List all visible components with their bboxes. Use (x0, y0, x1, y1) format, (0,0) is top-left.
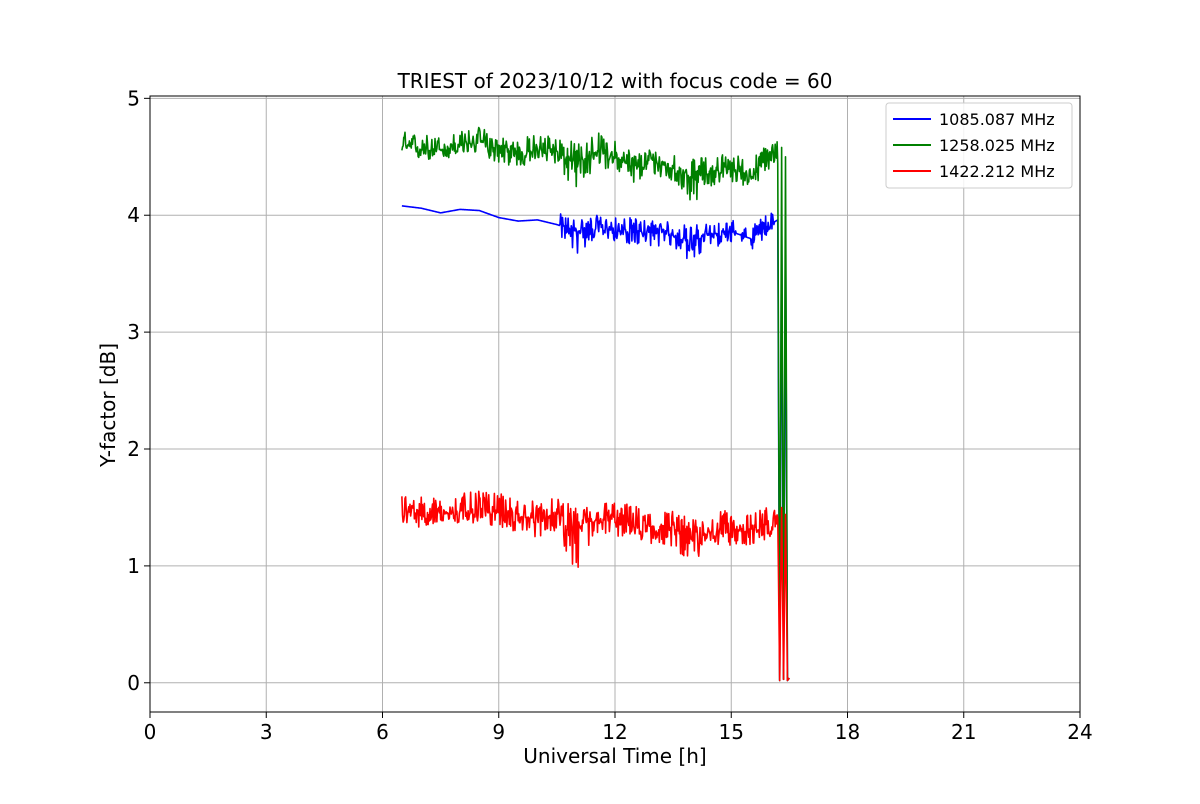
y-tick-label: 1 (127, 554, 140, 578)
y-tick-label: 3 (127, 320, 140, 344)
y-axis-label: Y-factor [dB] (96, 343, 120, 468)
y-tick-label: 0 (127, 671, 140, 695)
x-tick-label: 24 (1067, 720, 1092, 744)
series-line (401, 490, 790, 682)
x-tick-label: 15 (719, 720, 744, 744)
x-tick-label: 0 (144, 720, 157, 744)
y-tick-label: 5 (127, 86, 140, 110)
legend-box (885, 102, 1073, 189)
series-lines (401, 126, 790, 682)
legend-label-1085: 1085.087 MHz (939, 110, 1055, 129)
y-tick-label: 4 (127, 203, 140, 227)
series-line (401, 126, 790, 682)
legend-label-1422: 1422.212 MHz (939, 162, 1055, 181)
series-line (401, 205, 790, 682)
x-tick-label: 21 (951, 720, 976, 744)
series-1258-025-mhz (401, 126, 790, 682)
y-axis-ticks: 0 1 2 3 4 5 (127, 86, 150, 695)
x-tick-label: 12 (602, 720, 627, 744)
x-tick-label: 9 (492, 720, 505, 744)
x-tick-label: 18 (835, 720, 860, 744)
x-tick-label: 3 (260, 720, 273, 744)
series-1085-087-mhz (401, 205, 790, 682)
legend-label-1258: 1258.025 MHz (939, 136, 1055, 155)
legend: 1085.087 MHz 1258.025 MHz 1422.212 MHz (885, 102, 1073, 189)
x-axis-ticks: 0 3 6 9 12 15 18 21 24 (144, 712, 1093, 744)
x-axis-label: Universal Time [h] (523, 744, 706, 768)
y-tick-label: 2 (127, 437, 140, 461)
chart-title: TRIEST of 2023/10/12 with focus code = 6… (397, 69, 833, 93)
x-tick-label: 6 (376, 720, 389, 744)
series-1422-212-mhz (401, 490, 790, 682)
